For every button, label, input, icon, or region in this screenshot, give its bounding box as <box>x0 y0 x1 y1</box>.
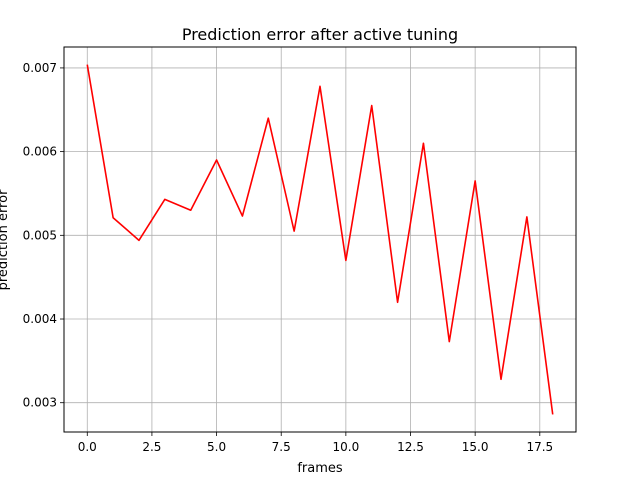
y-axis-label: prediction error <box>0 189 11 290</box>
series-line <box>86 64 554 415</box>
grid <box>64 47 576 432</box>
x-tick-label: 17.5 <box>526 440 553 454</box>
plot-frame <box>63 46 577 433</box>
y-tick-label: 0.007 <box>23 61 57 75</box>
x-tick-label: 10.0 <box>332 440 359 454</box>
x-tick-label: 5.0 <box>207 440 226 454</box>
series-layer <box>86 64 554 415</box>
chart-title: Prediction error after active tuning <box>182 25 458 44</box>
x-tick-label: 15.0 <box>462 440 489 454</box>
x-axis-label: frames <box>297 461 343 476</box>
x-tick-label: 7.5 <box>272 440 291 454</box>
x-tick-label: 12.5 <box>397 440 424 454</box>
x-tick-label: 0.0 <box>78 440 97 454</box>
y-tick-label: 0.005 <box>23 228 57 242</box>
y-tick-label: 0.006 <box>23 145 57 159</box>
x-tick-label: 2.5 <box>142 440 161 454</box>
y-tick-label: 0.004 <box>23 312 57 326</box>
axis-ticks: 0.0 2.5 5.0 7.5 10.0 12.5 15.0 17.5 0.003 0.004 0.… <box>23 61 554 454</box>
y-tick-label: 0.003 <box>23 396 57 410</box>
